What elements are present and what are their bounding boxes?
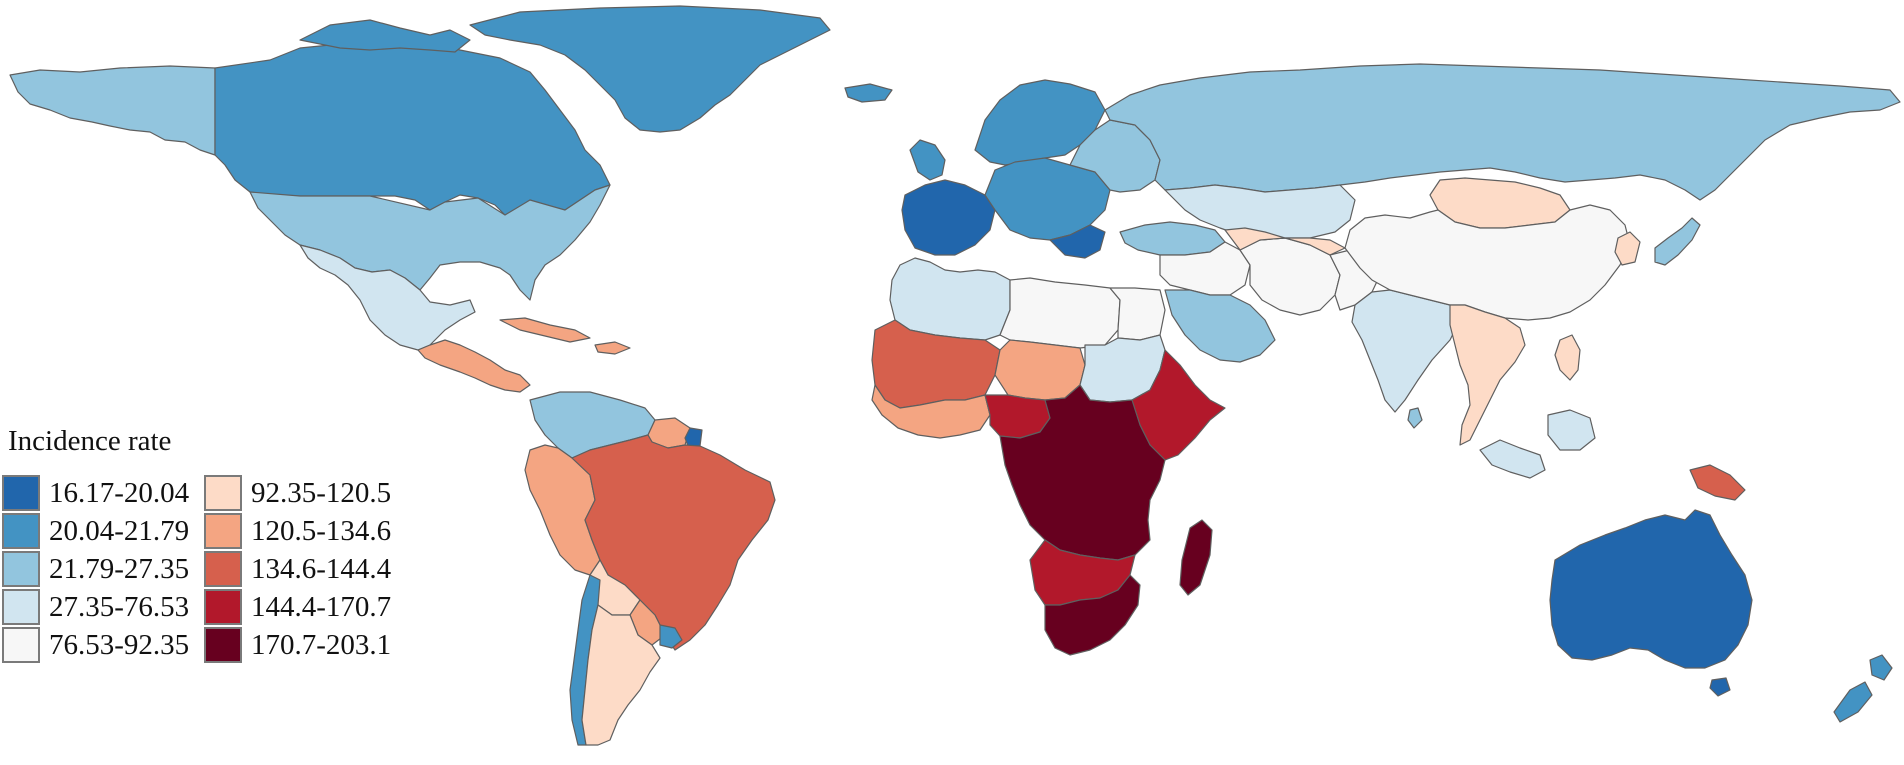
- region-greenland: [469, 5, 831, 133]
- region-coastal-west-africa: [871, 384, 991, 439]
- legend-swatch: [204, 475, 242, 511]
- region-new-zealand-south: [1833, 681, 1873, 723]
- legend-item: 27.35-76.53: [2, 589, 302, 627]
- region-uk-ireland: [909, 139, 946, 181]
- legend-swatch: [204, 589, 242, 625]
- legend-label: 134.6-144.4: [251, 553, 392, 585]
- region-india: [1351, 289, 1461, 413]
- region-uruguay: [659, 624, 683, 649]
- region-kazakhstan: [1164, 184, 1356, 241]
- region-niger-chad: [994, 339, 1086, 401]
- region-russia: [1104, 63, 1901, 201]
- legend-item: 120.5-134.6: [204, 513, 504, 551]
- region-iceland: [844, 83, 893, 103]
- legend-swatch: [2, 513, 40, 549]
- region-cuba: [499, 317, 591, 343]
- legend-label: 144.4-170.7: [251, 591, 392, 623]
- region-hispaniola: [594, 341, 631, 355]
- legend-label: 16.17-20.04: [49, 477, 190, 509]
- legend-swatch: [204, 551, 242, 587]
- legend-swatch: [2, 551, 40, 587]
- region-central-east-africa: [999, 384, 1166, 561]
- legend-title: Incidence rate: [8, 425, 172, 457]
- region-south-africa: [1044, 574, 1141, 656]
- legend-item: 16.17-20.04: [2, 475, 302, 513]
- region-new-zealand-north: [1869, 654, 1893, 681]
- region-madagascar: [1179, 519, 1213, 596]
- legend-label: 21.79-27.35: [49, 553, 190, 585]
- legend-item: 144.4-170.7: [204, 589, 504, 627]
- region-algeria-libya: [999, 277, 1121, 349]
- region-argentina: [581, 604, 661, 746]
- region-saudi-arabia: [1164, 289, 1276, 363]
- region-levant-iraq: [1159, 241, 1251, 296]
- legend-swatch: [2, 589, 40, 625]
- legend-swatch: [2, 627, 40, 663]
- region-australia: [1549, 509, 1753, 669]
- region-central-america: [417, 339, 531, 393]
- region-korea: [1614, 231, 1641, 266]
- region-canada-arctic: [299, 19, 471, 53]
- legend-label: 170.7-203.1: [251, 629, 392, 661]
- region-papua-new-guinea: [1689, 464, 1746, 501]
- legend-item: 170.7-203.1: [204, 627, 504, 665]
- region-balkans: [1049, 224, 1106, 259]
- legend-label: 76.53-92.35: [49, 629, 190, 661]
- legend-swatch: [204, 513, 242, 549]
- legend-item: 20.04-21.79: [2, 513, 302, 551]
- legend-swatch: [204, 627, 242, 663]
- legend-item: 76.53-92.35: [2, 627, 302, 665]
- legend-item: 21.79-27.35: [2, 551, 302, 589]
- region-morocco-west-sahara: [889, 257, 1011, 341]
- legend-item: 92.35-120.5: [204, 475, 504, 513]
- region-alaska: [9, 65, 216, 156]
- region-western-europe: [901, 179, 996, 256]
- legend-label: 27.35-76.53: [49, 591, 190, 623]
- legend-label: 92.35-120.5: [251, 477, 392, 509]
- legend-label: 20.04-21.79: [49, 515, 190, 547]
- legend-item: 134.6-144.4: [204, 551, 504, 589]
- legend-label: 120.5-134.6: [251, 515, 392, 547]
- region-tasmania: [1709, 677, 1731, 697]
- region-borneo: [1547, 409, 1596, 451]
- region-mexico: [299, 244, 476, 351]
- region-philippines: [1554, 334, 1581, 381]
- region-sumatra-borneo: [1479, 439, 1546, 479]
- legend-swatch: [2, 475, 40, 511]
- region-turkey: [1119, 221, 1226, 256]
- region-sri-lanka: [1407, 407, 1423, 429]
- legend: Incidence rate 16.17-20.04 20.04-21.79 2…: [2, 425, 391, 685]
- region-southeast-asia: [1449, 304, 1526, 446]
- region-canada: [214, 37, 611, 216]
- region-japan: [1654, 217, 1701, 266]
